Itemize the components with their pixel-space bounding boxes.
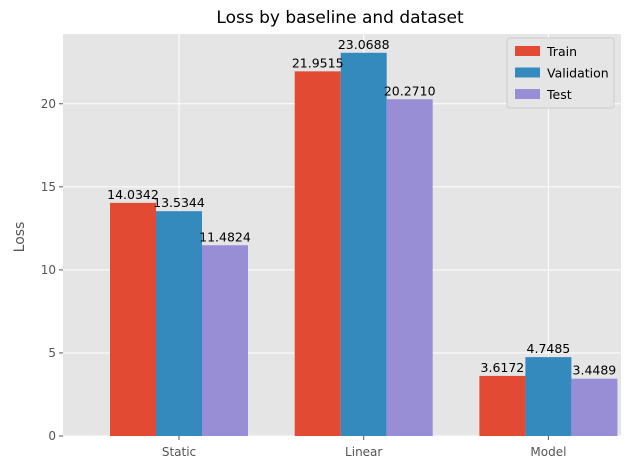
legend-label: Test xyxy=(546,87,572,102)
legend-label: Train xyxy=(546,44,577,59)
legend-swatch xyxy=(515,46,540,56)
legend-label: Validation xyxy=(547,66,609,81)
bar-validation-model xyxy=(525,357,572,436)
y-axis-ticks: 0 5 10 15 20 xyxy=(41,97,63,443)
bars xyxy=(110,52,618,437)
y-tick-label: 5 xyxy=(48,346,56,360)
data-label: 21.9515 xyxy=(292,55,344,70)
data-label: 14.0342 xyxy=(107,187,159,202)
x-tick-label: Static xyxy=(162,445,196,459)
x-axis-ticks: Static Linear Model xyxy=(162,436,566,459)
data-label: 11.4824 xyxy=(199,229,251,244)
chart-title: Loss by baseline and dataset xyxy=(216,8,464,28)
legend-swatch xyxy=(515,89,540,99)
data-label: 3.6172 xyxy=(481,360,525,375)
bar-train-linear xyxy=(294,71,341,437)
bar-validation-static xyxy=(156,211,202,436)
x-tick-label: Linear xyxy=(345,445,382,459)
y-tick-label: 15 xyxy=(41,180,56,194)
bar-train-static xyxy=(110,202,156,436)
data-label: 20.2710 xyxy=(384,83,436,98)
y-tick-label: 20 xyxy=(41,97,56,111)
y-tick-label: 0 xyxy=(48,429,56,443)
legend-swatch xyxy=(515,67,540,78)
bar-test-linear xyxy=(386,99,433,437)
legend: Train Validation Test xyxy=(506,37,615,109)
data-label: 13.5344 xyxy=(153,195,205,210)
data-labels: 14.0342 21.9515 3.6172 13.5344 23.0688 4.7485… xyxy=(107,37,616,378)
data-label: 3.4489 xyxy=(573,363,617,378)
bar-test-static xyxy=(202,245,248,436)
bar-validation-linear xyxy=(340,52,387,436)
y-axis-label: Loss xyxy=(12,222,28,253)
x-tick-label: Model xyxy=(530,445,566,459)
data-label: 23.0688 xyxy=(338,37,390,52)
y-tick-label: 10 xyxy=(41,263,56,277)
bar-train-model xyxy=(479,375,526,436)
data-label: 4.7485 xyxy=(527,341,571,356)
bar-test-model xyxy=(571,378,618,436)
